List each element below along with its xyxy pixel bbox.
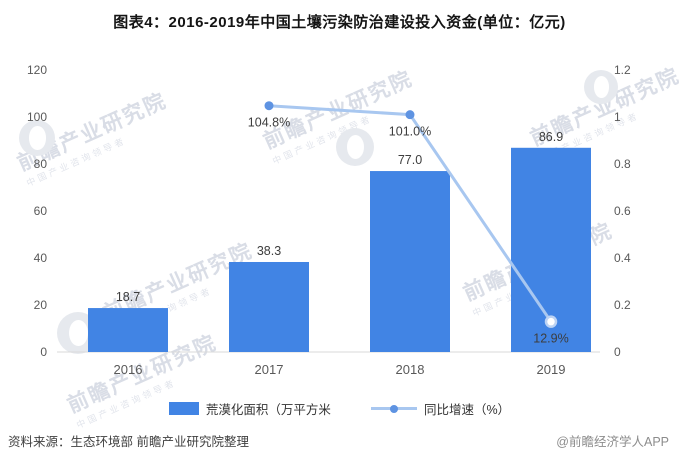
credit-note: @前瞻经济学人APP bbox=[556, 435, 669, 449]
combo-chart: 0 20 40 60 80 100 120 0 0.2 0.4 0.6 0.8 1 1.2 2016 2017… bbox=[27, 63, 631, 377]
line-series-swatch-icon bbox=[370, 404, 417, 413]
line-marker bbox=[405, 110, 415, 120]
bar-value-label: 86.9 bbox=[539, 130, 563, 144]
legend-bar-label: 荒漠化面积（万平方米 bbox=[205, 403, 331, 417]
y-axis-left-tick: 20 bbox=[34, 298, 48, 312]
y-axis-right-tick: 0 bbox=[614, 345, 621, 359]
x-axis-label: 2018 bbox=[396, 362, 425, 377]
y-axis-left-tick: 120 bbox=[27, 63, 47, 77]
y-axis-left-tick: 60 bbox=[34, 204, 48, 218]
x-axis-label: 2017 bbox=[255, 362, 284, 377]
line-marker-hollow bbox=[544, 315, 558, 328]
y-axis-left-tick: 0 bbox=[40, 345, 47, 359]
line-marker bbox=[264, 101, 274, 111]
y-axis-left-tick: 100 bbox=[27, 110, 47, 124]
bar-value-label: 38.3 bbox=[257, 244, 281, 258]
bar bbox=[88, 308, 168, 352]
bar-series-swatch-icon bbox=[168, 402, 199, 415]
y-axis-right-tick: 1.2 bbox=[614, 63, 631, 77]
bar bbox=[370, 171, 450, 352]
x-axis-label: 2016 bbox=[114, 362, 143, 377]
line-value-label: 101.0% bbox=[389, 125, 431, 139]
y-axis-left-tick: 80 bbox=[34, 157, 48, 171]
y-axis-right-tick: 1 bbox=[614, 110, 621, 124]
source-note: 资料来源：生态环境部 前瞻产业研究院整理 bbox=[8, 435, 249, 449]
line-value-label: 12.9% bbox=[533, 332, 568, 346]
bar-value-label: 18.7 bbox=[116, 290, 140, 304]
x-axis-label: 2019 bbox=[537, 362, 566, 377]
chart-footer: 资料来源：生态环境部 前瞻产业研究院整理 @前瞻经济学人APP bbox=[8, 431, 669, 450]
legend-item-bar-series: 荒漠化面积（万平方米 bbox=[168, 399, 331, 418]
line-value-label: 104.8% bbox=[248, 116, 290, 130]
bar-value-label: 77.0 bbox=[398, 153, 422, 167]
y-axis-left-tick: 40 bbox=[34, 251, 48, 265]
y-axis-right-tick: 0.6 bbox=[614, 204, 631, 218]
bar bbox=[229, 261, 309, 352]
chart-legend: 荒漠化面积（万平方米 同比增速（%） bbox=[0, 399, 679, 418]
legend-line-label: 同比增速（%） bbox=[423, 403, 511, 417]
y-axis-right-tick: 0.4 bbox=[614, 251, 631, 265]
y-axis-right-tick: 0.2 bbox=[614, 298, 631, 312]
legend-item-line-series: 同比增速（%） bbox=[370, 399, 511, 418]
y-axis-right-tick: 0.8 bbox=[614, 157, 631, 171]
chart-title: 图表4：2016-2019年中国土壤污染防治建设投入资金(单位：亿元) bbox=[113, 14, 566, 31]
